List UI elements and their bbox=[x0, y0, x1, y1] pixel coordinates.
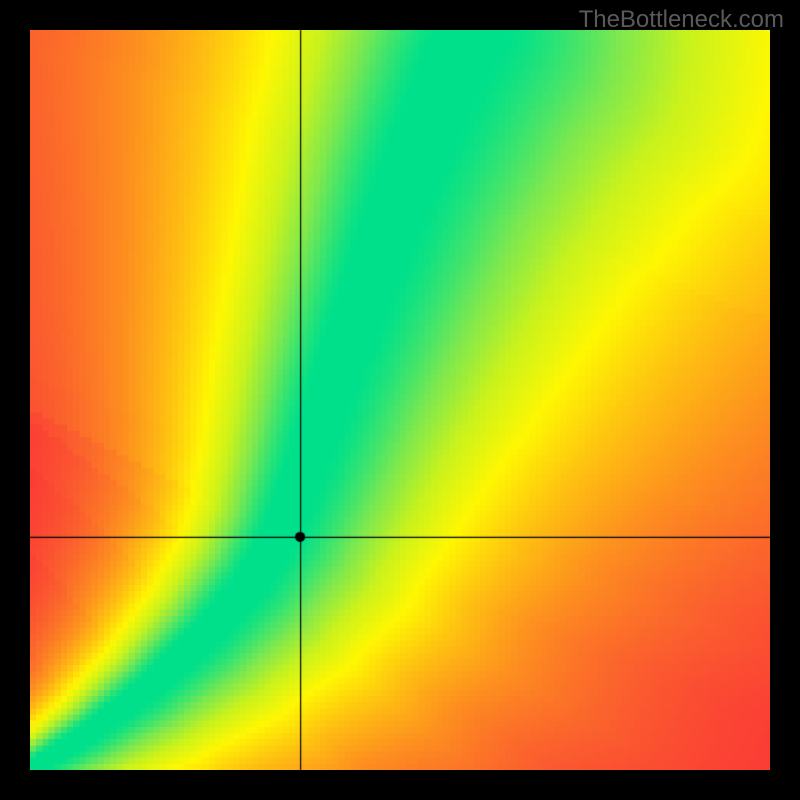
watermark-text: TheBottleneck.com bbox=[579, 6, 784, 34]
chart-container: { "source_watermark": { "text": "TheBott… bbox=[0, 0, 800, 800]
bottleneck-heatmap bbox=[30, 30, 770, 770]
